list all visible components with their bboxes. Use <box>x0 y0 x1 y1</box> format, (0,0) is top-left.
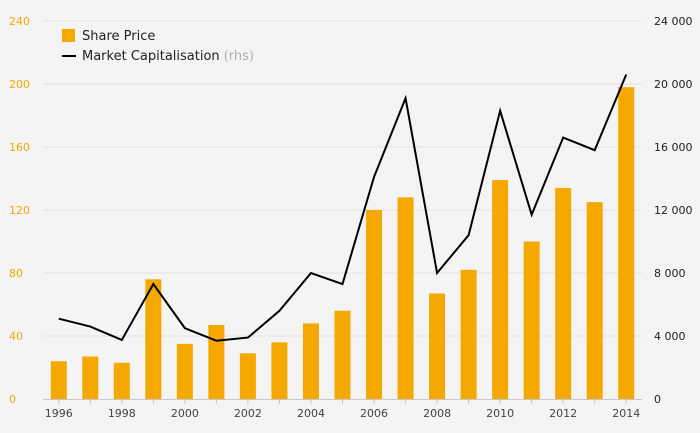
share-price-bar <box>492 180 509 399</box>
y-right-tick-label: 4 000 <box>654 330 686 343</box>
share-price-bar <box>334 310 351 399</box>
axes: 0 40 80 120 160 200 240 0 4 000 8 000 12 000 16 000… <box>9 15 693 420</box>
y-left-tick-label: 120 <box>9 204 30 217</box>
y-left-tick-label: 0 <box>9 393 16 406</box>
y-right-tick-label: 16 000 <box>654 141 693 154</box>
share-price-bar <box>176 343 193 399</box>
x-tick-label: 2000 <box>171 407 199 420</box>
share-price-bar <box>239 353 256 399</box>
y-left-tick-label: 80 <box>9 267 23 280</box>
y-left-tick-label: 200 <box>9 78 30 91</box>
x-tick-label: 2006 <box>360 407 388 420</box>
y-left-tick-label: 240 <box>9 15 30 28</box>
x-tick-label: 2004 <box>297 407 325 420</box>
share-price-bar <box>145 279 162 399</box>
market-cap-line-layer <box>58 74 628 342</box>
share-price-bar <box>302 323 319 399</box>
x-tick-label: 1998 <box>108 407 136 420</box>
share-price-bar <box>460 269 477 399</box>
y-right-tick-label: 20 000 <box>654 78 693 91</box>
legend-bar-label: Share Price <box>82 29 155 44</box>
y-left-tick-label: 40 <box>9 330 23 343</box>
legend-line-suffix: (rhs) <box>224 49 254 64</box>
share-price-bar <box>82 356 99 399</box>
share-price-bar <box>523 241 540 399</box>
legend: Share Price Market Capitalisation (rhs) <box>62 29 254 64</box>
share-price-bar <box>208 324 225 399</box>
x-tick-label: 1996 <box>45 407 73 420</box>
legend-line-label: Market Capitalisation <box>82 49 220 64</box>
share-price-bar <box>429 293 446 399</box>
x-tick-label: 2008 <box>423 407 451 420</box>
x-tick-label: 2002 <box>234 407 262 420</box>
share-price-bar <box>586 202 603 399</box>
legend-line-label-group: Market Capitalisation (rhs) <box>82 49 254 64</box>
market-cap-line <box>58 74 628 342</box>
share-price-bar <box>397 197 414 399</box>
x-tick-label: 2012 <box>549 407 577 420</box>
share-price-bars <box>50 87 635 400</box>
share-price-bar <box>618 87 635 400</box>
y-right-tick-label: 24 000 <box>654 15 693 28</box>
share-price-bar <box>366 210 383 399</box>
y-right-tick-label: 8 000 <box>654 267 686 280</box>
share-price-bar <box>555 187 572 399</box>
x-tick-label: 2014 <box>612 407 640 420</box>
share-price-bar <box>271 342 288 399</box>
y-right-tick-label: 0 <box>654 393 661 406</box>
y-right-tick-label: 12 000 <box>654 204 693 217</box>
share-price-bar <box>50 361 67 399</box>
gridlines <box>43 20 642 337</box>
y-left-tick-label: 160 <box>9 141 30 154</box>
legend-bar-swatch <box>62 29 75 42</box>
x-tick-label: 2010 <box>486 407 514 420</box>
share-price-bar <box>113 362 130 399</box>
